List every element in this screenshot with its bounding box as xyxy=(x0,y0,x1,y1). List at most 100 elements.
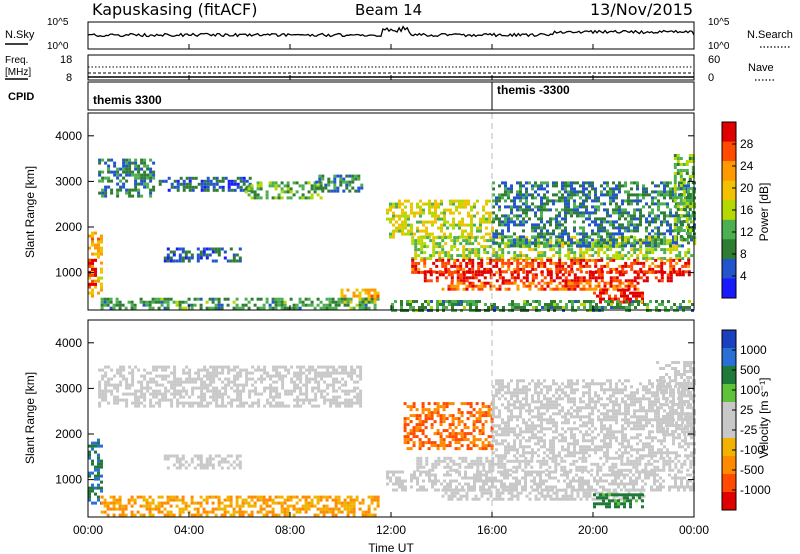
velocity-cell xyxy=(463,426,467,430)
velocity-cell xyxy=(463,435,467,439)
power-cell xyxy=(460,300,463,303)
power-cell xyxy=(682,306,685,309)
velocity-cell xyxy=(91,489,94,493)
power-cell xyxy=(561,181,564,185)
power-cell xyxy=(110,188,114,192)
power-cell xyxy=(676,172,680,175)
power-cell xyxy=(516,244,519,248)
velocity-cell xyxy=(322,513,326,517)
velocity-cell xyxy=(107,377,111,381)
velocity-cell xyxy=(238,466,242,470)
velocity-cell xyxy=(259,495,263,499)
power-cell xyxy=(624,279,628,283)
velocity-cell xyxy=(301,495,305,499)
power-cell xyxy=(203,185,207,189)
velocity-cell xyxy=(251,377,255,381)
power-cell xyxy=(573,281,577,285)
velocity-cell xyxy=(329,404,333,408)
power-cell xyxy=(648,239,652,243)
velocity-cell xyxy=(157,495,161,499)
velocity-cell xyxy=(91,444,94,448)
power-cell xyxy=(597,241,600,245)
power-cell xyxy=(609,220,612,224)
power-cell xyxy=(482,205,485,209)
power-cell xyxy=(606,261,610,265)
power-cell xyxy=(588,244,591,248)
power-cell xyxy=(531,223,534,227)
power-cell xyxy=(501,254,505,258)
power-cell xyxy=(271,184,275,188)
power-cell xyxy=(495,261,499,265)
power-cell xyxy=(618,242,622,246)
velocity-cell xyxy=(460,435,464,439)
power-cell xyxy=(427,300,430,303)
power-cell xyxy=(561,208,564,212)
velocity-cell xyxy=(581,459,585,463)
power-cell xyxy=(458,199,461,203)
power-cell xyxy=(328,300,332,304)
power-cell xyxy=(449,235,452,239)
power-cell xyxy=(498,236,502,240)
power-cell xyxy=(453,245,457,249)
velocity-cell xyxy=(94,450,97,454)
power-cell xyxy=(615,254,619,258)
power-cell xyxy=(358,300,362,304)
velocity-cell xyxy=(290,392,294,396)
power-cell xyxy=(570,187,573,191)
power-cell xyxy=(107,185,111,189)
power-cell xyxy=(268,181,272,185)
power-cell xyxy=(476,199,479,203)
velocity-cell xyxy=(209,389,213,393)
velocity-cell xyxy=(217,454,221,458)
power-cell xyxy=(504,214,507,218)
power-cell xyxy=(468,254,472,258)
velocity-cell xyxy=(97,498,100,502)
velocity-cell xyxy=(472,426,476,430)
velocity-cell xyxy=(419,473,422,477)
power-cell xyxy=(685,238,689,241)
velocity-cell xyxy=(188,371,192,375)
power-cell xyxy=(431,232,434,236)
velocity-cell xyxy=(148,504,152,508)
power-cell xyxy=(498,199,501,203)
power-cell xyxy=(452,202,455,206)
power-cell xyxy=(615,208,618,212)
power-cell xyxy=(458,226,461,230)
cpid-panel: CPID themis 3300 themis -3300 xyxy=(8,81,695,111)
power-cell xyxy=(585,199,588,203)
power-cell xyxy=(428,199,431,203)
power-cell xyxy=(636,196,639,200)
power-cell xyxy=(370,294,374,298)
power-cell xyxy=(624,239,628,243)
power-cell xyxy=(582,264,586,268)
power-cell xyxy=(612,244,615,248)
velocity-cell xyxy=(412,441,416,445)
velocity-cell xyxy=(220,457,224,461)
velocity-cell xyxy=(487,411,491,415)
power-cell xyxy=(409,300,412,303)
power-cell xyxy=(423,273,427,277)
power-cell xyxy=(468,270,472,274)
power-cell xyxy=(94,246,97,250)
velocity-cell xyxy=(337,498,341,502)
velocity-cell xyxy=(497,465,501,469)
velocity-cell xyxy=(332,389,336,393)
power-cell xyxy=(579,264,583,268)
velocity-cell xyxy=(421,432,425,436)
power-cell xyxy=(137,167,141,171)
velocity-cell xyxy=(472,441,476,445)
velocity-cell xyxy=(206,401,210,405)
power-cell xyxy=(567,199,570,203)
velocity-cell xyxy=(106,513,110,517)
power-cell xyxy=(585,261,589,265)
velocity-cell xyxy=(104,383,108,387)
power-cell xyxy=(97,276,100,280)
power-cell xyxy=(582,184,585,188)
velocity-cell xyxy=(386,473,389,477)
velocity-cell xyxy=(247,501,251,505)
power-cell xyxy=(651,239,655,243)
velocity-cell xyxy=(190,460,194,464)
power-cell xyxy=(517,303,520,306)
power-cell xyxy=(516,190,519,194)
power-cell xyxy=(540,261,544,265)
